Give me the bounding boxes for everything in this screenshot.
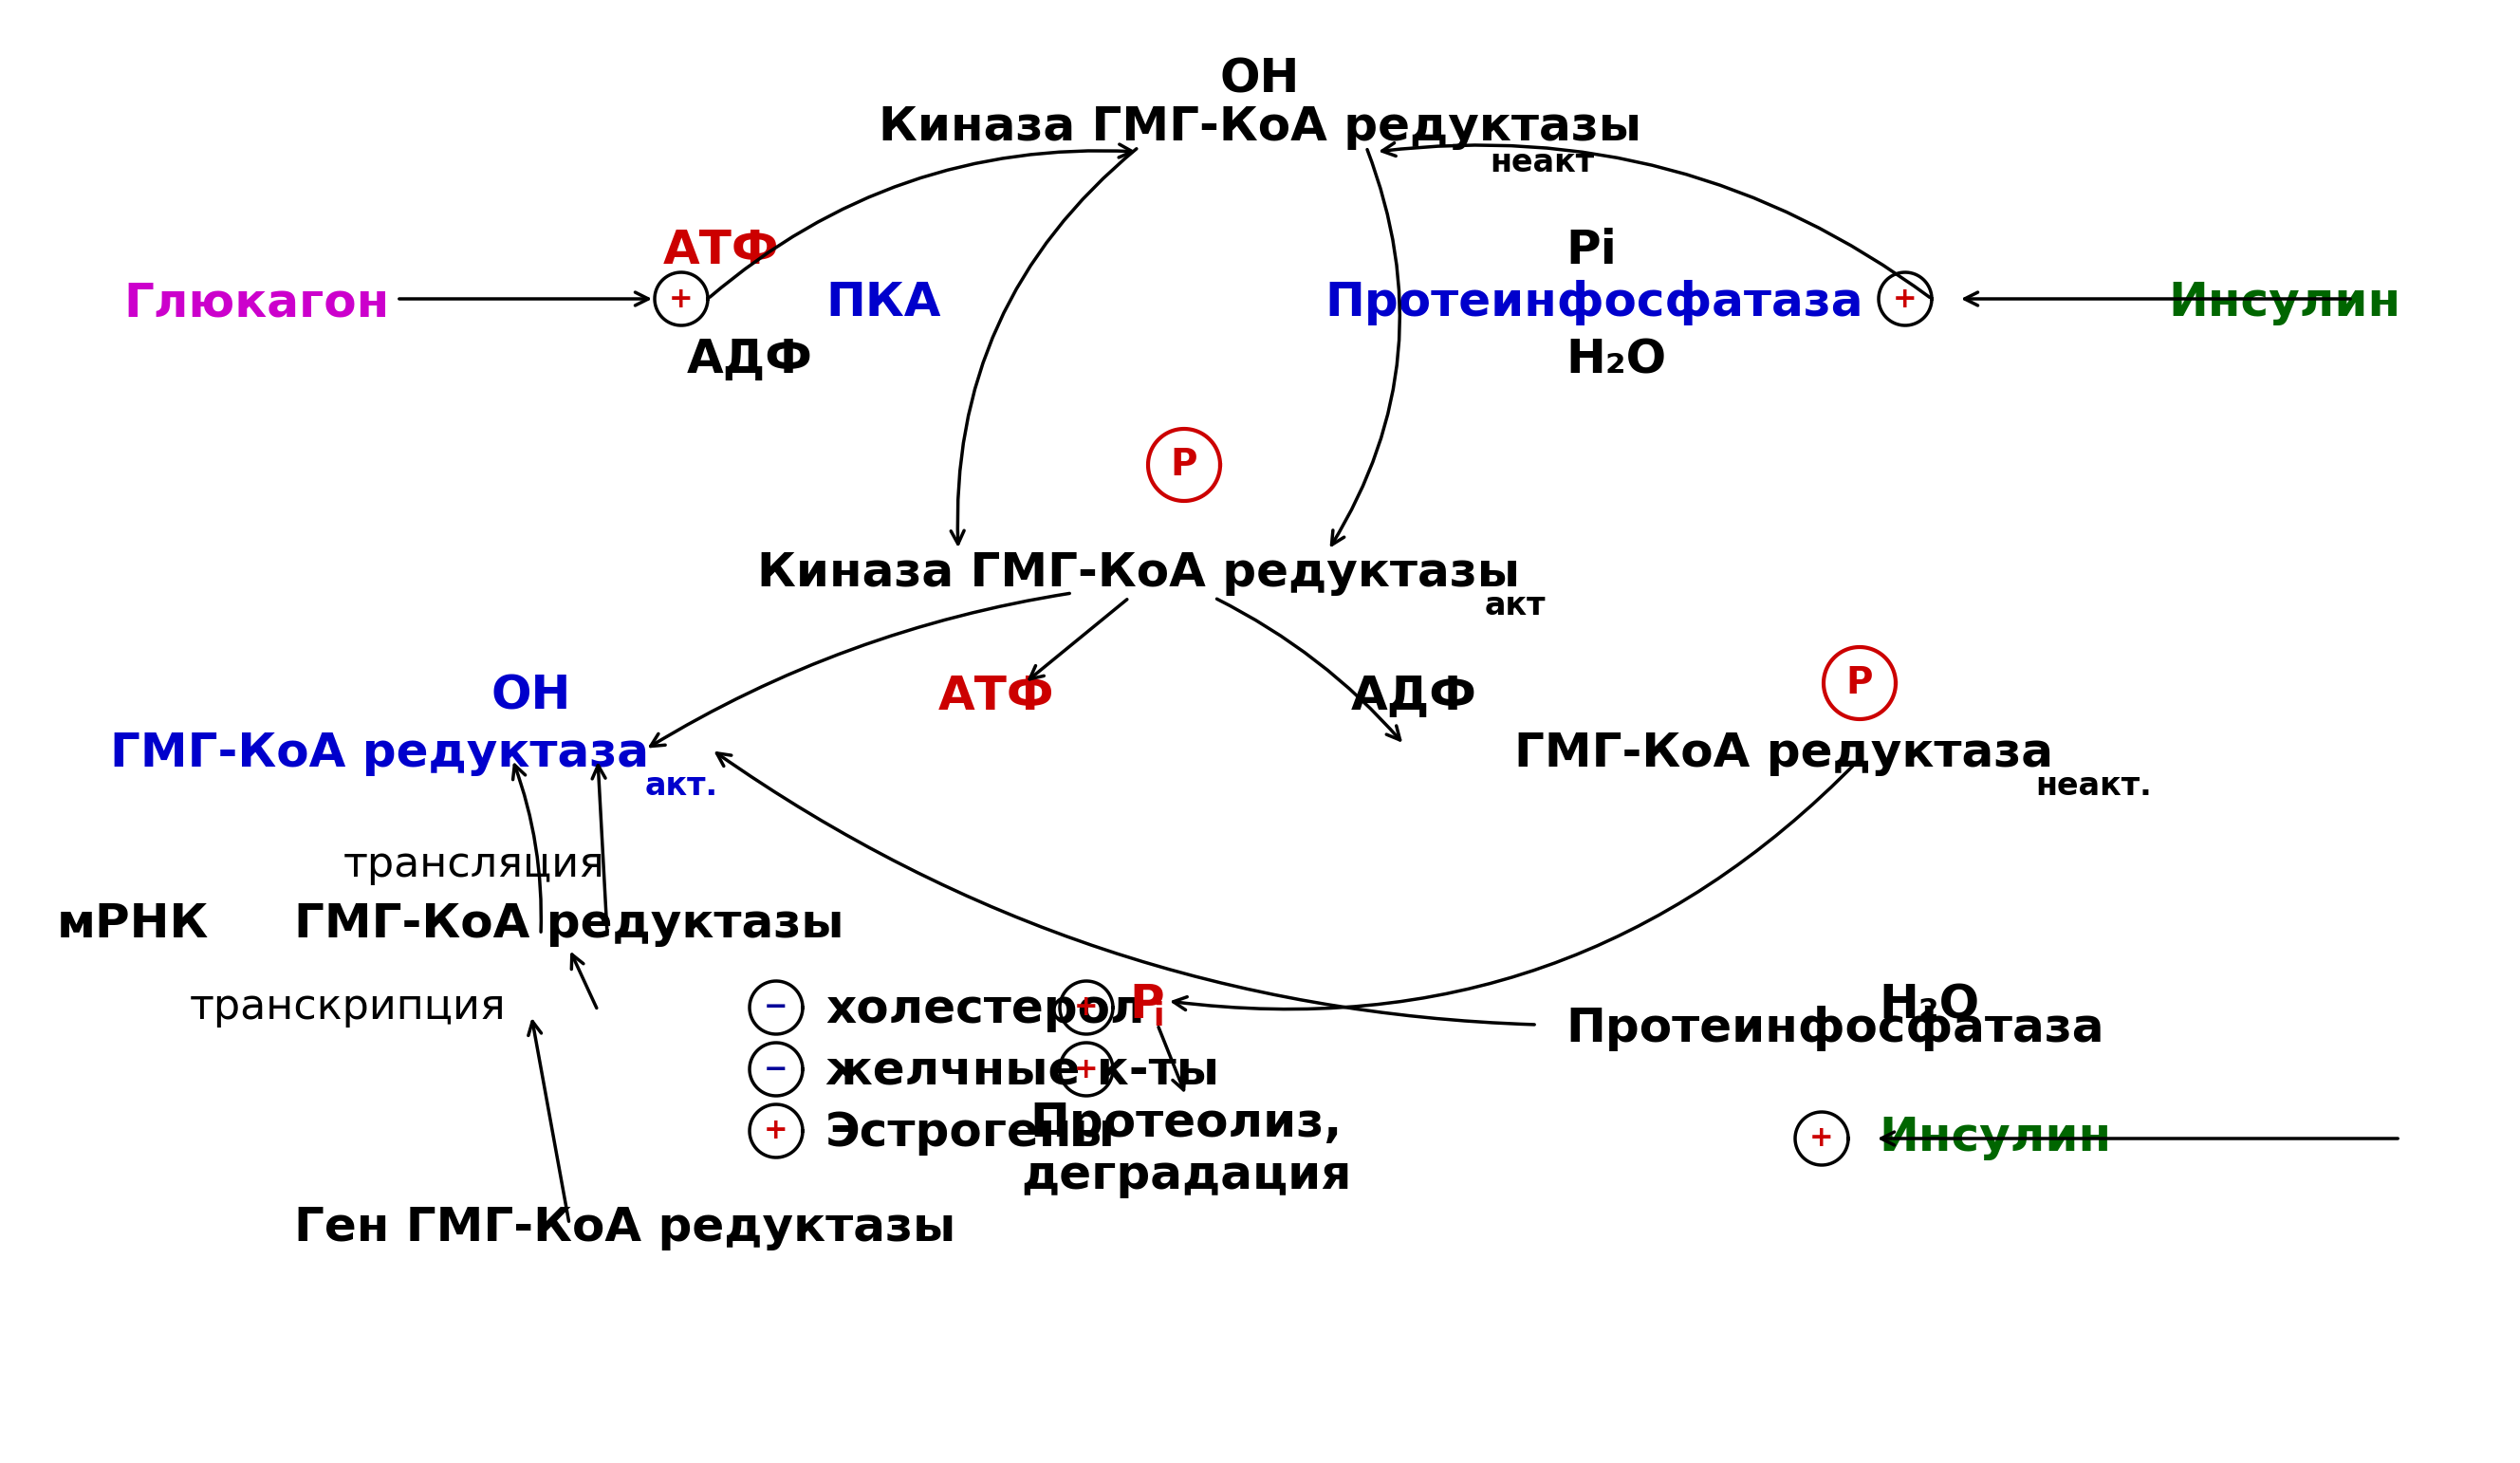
Text: +: + bbox=[670, 285, 693, 313]
Text: ГМГ-КоА редуктаза: ГМГ-КоА редуктаза bbox=[111, 730, 650, 775]
Text: Инсулин: Инсулин bbox=[2167, 279, 2402, 325]
Text: Глюкагон: Глюкагон bbox=[123, 279, 388, 325]
Text: OH: OH bbox=[1220, 57, 1300, 102]
Text: Эстрогены: Эстрогены bbox=[827, 1110, 1116, 1156]
Text: Протеинфосфатаза: Протеинфосфатаза bbox=[1326, 279, 1862, 325]
Text: Киназа ГМГ-КоА редуктазы: Киназа ГМГ-КоА редуктазы bbox=[756, 550, 1520, 595]
Text: P: P bbox=[1129, 982, 1164, 1027]
Text: мРНК: мРНК bbox=[58, 901, 209, 947]
Text: ГМГ-КоА редуктаза: ГМГ-КоА редуктаза bbox=[1515, 730, 2054, 775]
Text: неакт.: неакт. bbox=[2036, 771, 2152, 802]
Text: i: i bbox=[1152, 1001, 1164, 1033]
Text: Протеолиз,: Протеолиз, bbox=[1031, 1100, 1343, 1146]
Text: Киназа ГМГ-КоА редуктазы: Киназа ГМГ-КоА редуктазы bbox=[879, 104, 1641, 149]
Text: деградация: деградация bbox=[1021, 1153, 1351, 1198]
Text: Инсулин: Инсулин bbox=[1877, 1115, 2112, 1160]
Text: трансляция: трансляция bbox=[343, 844, 605, 885]
Text: +: + bbox=[1074, 1055, 1099, 1083]
Text: −: − bbox=[764, 1055, 789, 1083]
Text: АТФ: АТФ bbox=[937, 673, 1053, 720]
Text: Ген ГМГ-КоА редуктазы: Ген ГМГ-КоА редуктазы bbox=[295, 1206, 955, 1251]
Text: ОН: ОН bbox=[491, 673, 572, 720]
Text: желчные к-ты: желчные к-ты bbox=[827, 1049, 1220, 1094]
Text: P: P bbox=[1172, 446, 1197, 483]
Text: ПКА: ПКА bbox=[827, 279, 940, 325]
Text: +: + bbox=[1893, 285, 1918, 313]
Text: Pi: Pi bbox=[1565, 228, 1618, 274]
Text: Протеинфосфатаза: Протеинфосфатаза bbox=[1565, 1005, 2104, 1052]
Text: холестерол: холестерол bbox=[827, 986, 1144, 1033]
Text: +: + bbox=[764, 1118, 789, 1144]
Text: акт: акт bbox=[1484, 590, 1547, 622]
Text: −: − bbox=[764, 993, 789, 1021]
Text: АТФ: АТФ bbox=[663, 228, 779, 274]
Text: АДФ: АДФ bbox=[1351, 673, 1477, 720]
Text: H₂O: H₂O bbox=[1565, 336, 1666, 382]
Text: ГМГ-КоА редуктазы: ГМГ-КоА редуктазы bbox=[295, 901, 844, 947]
Text: акт.: акт. bbox=[645, 771, 718, 802]
Text: H₂O: H₂O bbox=[1877, 982, 1978, 1027]
Text: АДФ: АДФ bbox=[685, 336, 811, 382]
Text: транскрипция: транскрипция bbox=[189, 986, 507, 1027]
Text: P: P bbox=[1847, 666, 1872, 701]
Text: неакт: неакт bbox=[1489, 148, 1595, 178]
Text: +: + bbox=[1074, 993, 1099, 1021]
Text: +: + bbox=[1809, 1125, 1835, 1153]
